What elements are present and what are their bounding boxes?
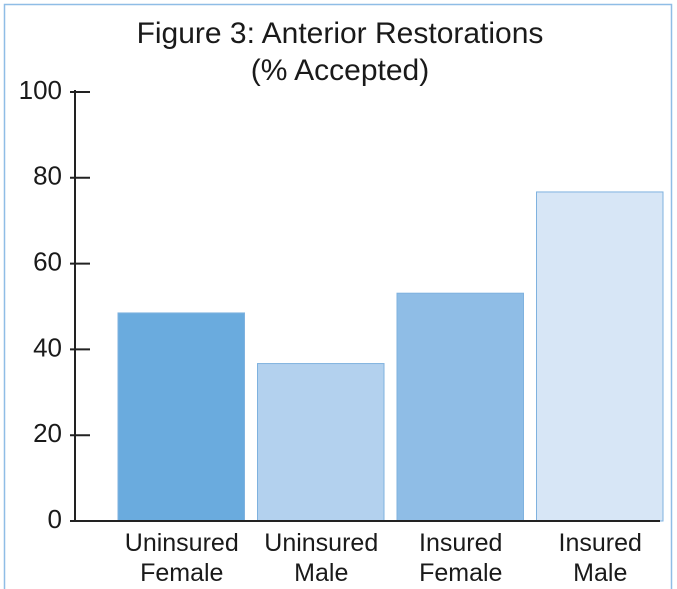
y-tick-label: 60 [33,246,62,276]
y-tick-label: 100 [19,75,62,105]
x-tick-label: Uninsured Female [124,529,239,587]
chart-title: Figure 3: Anterior Restorations [136,17,544,50]
bar [117,312,245,522]
bar [536,191,664,522]
x-tick-label: Insured Male [558,529,642,587]
y-tick-label: 20 [33,418,62,448]
chart-subtitle: (% Accepted) [250,54,430,87]
x-tick-label: Uninsured Male [264,529,379,587]
x-tick-label: Insured Female [419,529,503,587]
y-tick-label: 0 [48,504,62,534]
bar [257,363,385,522]
y-tick-label: 40 [33,332,62,362]
bar [396,292,524,522]
y-tick-label: 80 [33,161,62,191]
frame-border [3,3,673,589]
